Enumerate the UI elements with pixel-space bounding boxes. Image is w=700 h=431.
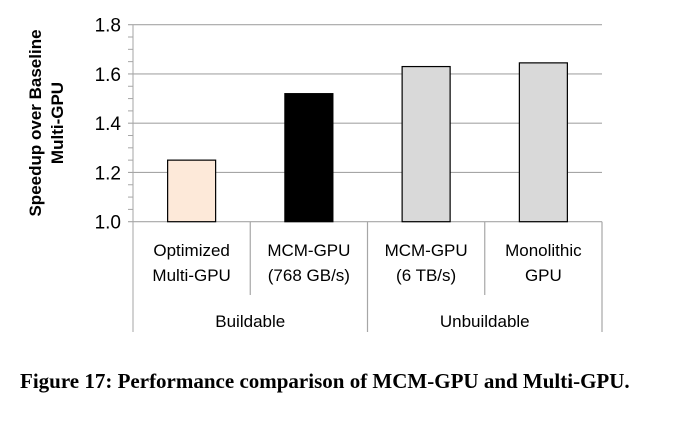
y-axis-label-line: Speedup over Baseline (26, 29, 45, 216)
y-tick-label: 1.0 (95, 213, 121, 234)
category-label: Monolithic (505, 241, 582, 260)
bar (167, 159, 217, 223)
category-label: Optimized (153, 241, 230, 260)
group-label: Buildable (215, 312, 285, 331)
y-tick-label: 1.4 (95, 114, 122, 135)
y-axis-label: Speedup over Baseline Multi-GPU (26, 29, 67, 216)
bar (518, 62, 568, 223)
bar (401, 65, 451, 223)
y-tick-label: 1.6 (95, 65, 121, 86)
figure-caption: Figure 17: Performance comparison of MCM… (20, 369, 630, 393)
category-label: MCM-GPU (385, 241, 468, 260)
category-label: Multi-GPU (152, 266, 230, 285)
y-axis-label-line: Multi-GPU (48, 82, 67, 164)
category-label: (6 TB/s) (396, 266, 456, 285)
y-tick-label: 1.8 (95, 16, 121, 37)
bar-chart: 1.0 1.2 1.4 1.6 1.8 Optimized Multi-GPU MCM-GPU… (26, 16, 603, 332)
y-tick-label: 1.2 (95, 163, 121, 184)
category-label: GPU (525, 266, 562, 285)
bar (284, 93, 334, 223)
category-label: (768 GB/s) (268, 266, 350, 285)
category-label: MCM-GPU (267, 241, 350, 260)
group-label: Unbuildable (440, 312, 530, 331)
